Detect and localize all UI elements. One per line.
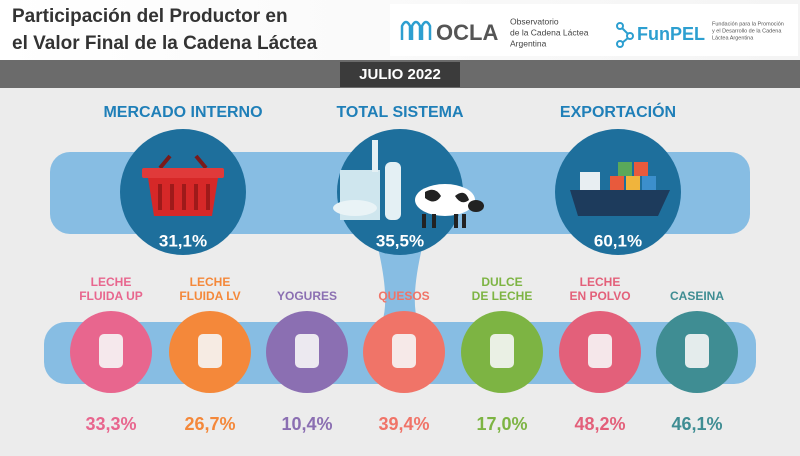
- logo-name: OCLA: [436, 20, 498, 45]
- logo-text: Láctea Argentina: [712, 35, 754, 41]
- title-line: Participación del Productor en: [12, 6, 288, 27]
- product-value: 26,7%: [184, 414, 235, 434]
- product-label: YOGURES: [277, 289, 337, 303]
- period: JULIO 2022: [359, 66, 441, 83]
- product-label: CASEINA: [670, 289, 724, 303]
- product-label: LECHE: [190, 275, 231, 289]
- logo-text: y el Desarrollo de la Cadena: [712, 28, 782, 34]
- logo-text: Observatorio: [510, 16, 559, 26]
- product-label: DULCE: [481, 275, 522, 289]
- product-icon: [198, 334, 222, 368]
- ocla-icon: [400, 20, 432, 40]
- market-label: EXPORTACIÓN: [560, 102, 676, 121]
- logo-text: de la Cadena Láctea: [510, 27, 589, 37]
- market-label: MERCADO INTERNO: [103, 104, 262, 121]
- product-value: 39,4%: [378, 414, 429, 434]
- product-icon: [99, 334, 123, 368]
- factory-cow-icon: [333, 140, 484, 228]
- logo-text: Fundación para la Promoción: [712, 21, 784, 27]
- product-icon: [392, 334, 416, 368]
- product-icon: [295, 334, 319, 368]
- period-box: [340, 62, 460, 87]
- product-label: LECHE: [91, 275, 132, 289]
- market-value: 35,5%: [376, 231, 424, 250]
- logo-box: [390, 4, 798, 56]
- product-icon: [490, 334, 514, 368]
- product-label: QUESOS: [378, 289, 429, 303]
- logo-text: Argentina: [510, 38, 547, 48]
- funpel-icon: [616, 22, 634, 48]
- connector: [378, 248, 422, 322]
- product-label: LECHE: [580, 275, 621, 289]
- market-value: 60,1%: [594, 231, 642, 250]
- product-value: 33,3%: [85, 414, 136, 434]
- product-icon: [588, 334, 612, 368]
- title-line: el Valor Final de la Cadena Láctea: [12, 33, 318, 54]
- product-label: DE LECHE: [472, 289, 533, 303]
- market-label: TOTAL SISTEMA: [336, 104, 464, 121]
- logo-name: FunPEL: [637, 24, 705, 44]
- basket-icon: [142, 154, 224, 216]
- product-value: 17,0%: [476, 414, 527, 434]
- market-value: 31,1%: [159, 231, 207, 250]
- product-label: FLUIDA LV: [179, 289, 240, 303]
- product-value: 46,1%: [671, 414, 722, 434]
- product-label: FLUIDA UP: [79, 289, 143, 303]
- product-value: 48,2%: [574, 414, 625, 434]
- product-value: 10,4%: [281, 414, 332, 434]
- product-label: EN POLVO: [569, 289, 630, 303]
- product-icon: [685, 334, 709, 368]
- ship-icon: [570, 162, 670, 216]
